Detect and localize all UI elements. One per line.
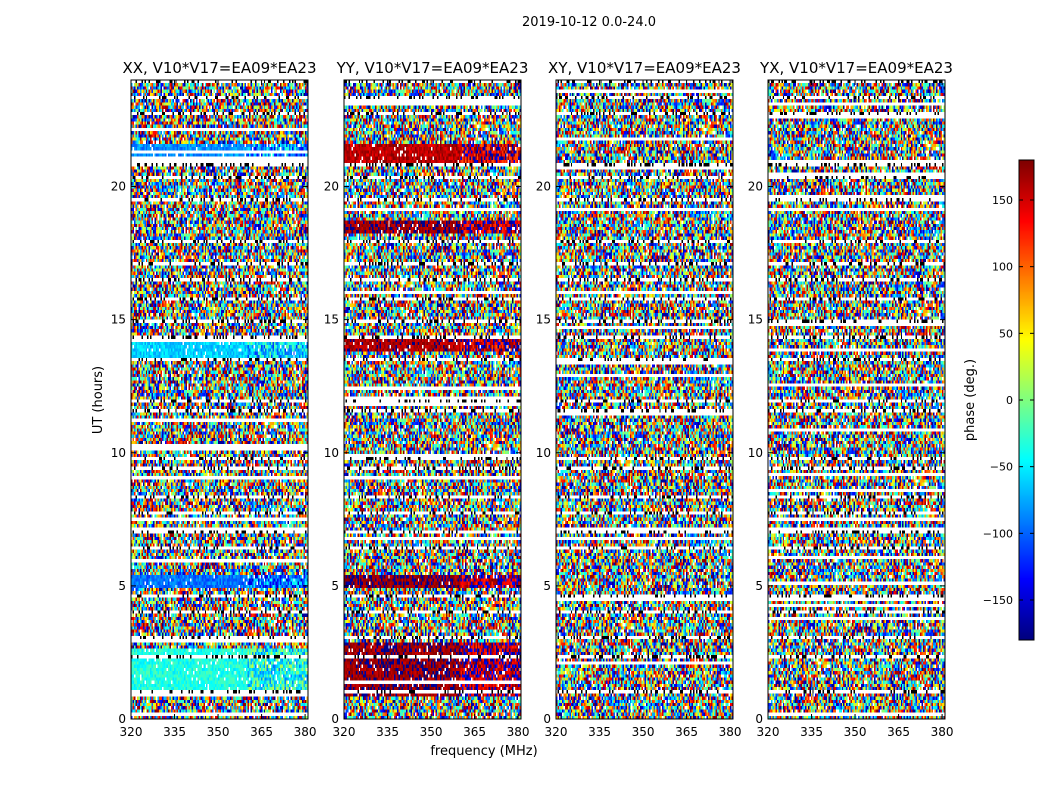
y-tick-label: 10 bbox=[536, 446, 551, 460]
colorbar: −150 −100 −50 0 50 100 150 bbox=[983, 159, 1035, 641]
heatmap-cells bbox=[131, 80, 308, 719]
x-tick-label: 365 bbox=[887, 725, 910, 739]
axes-frame bbox=[555, 79, 734, 720]
y-axis-label: UT (hours) bbox=[91, 366, 106, 434]
y-tick-label: 0 bbox=[543, 712, 551, 726]
x-tick-label: 380 bbox=[294, 725, 317, 739]
colorbar-label: phase (deg.) bbox=[963, 359, 978, 441]
colorbar-tick-label: 100 bbox=[992, 261, 1013, 274]
x-tick-label: 365 bbox=[675, 725, 698, 739]
x-tick-label: 335 bbox=[163, 725, 186, 739]
y-tick-label: 0 bbox=[755, 712, 763, 726]
y-tick-label: 20 bbox=[536, 180, 551, 194]
x-tick-label: 380 bbox=[931, 725, 954, 739]
heatmap-cells bbox=[556, 80, 733, 719]
y-tick-label: 0 bbox=[118, 712, 126, 726]
axes-frame bbox=[767, 79, 946, 720]
y-tick-label: 15 bbox=[536, 313, 551, 327]
heatmap-cells bbox=[768, 80, 945, 719]
panel-title: YY, V10*V17=EA09*EA23 bbox=[336, 59, 529, 77]
colorbar-tick-label: −50 bbox=[990, 461, 1013, 474]
colorbar-tick-label: 150 bbox=[992, 194, 1013, 207]
y-tick-label: 10 bbox=[111, 446, 126, 460]
y-tick-label: 15 bbox=[324, 313, 339, 327]
y-tick-label: 5 bbox=[755, 579, 763, 593]
x-tick-label: 380 bbox=[719, 725, 742, 739]
x-tick-label: 320 bbox=[333, 725, 356, 739]
x-tick-label: 380 bbox=[507, 725, 530, 739]
x-axis-label: frequency (MHz) bbox=[430, 744, 537, 759]
panels-group: XX, V10*V17=EA09*EA23 320 335 350 365 380 0 5 10… bbox=[111, 59, 954, 739]
heatmap-cells bbox=[344, 80, 521, 719]
panel-title: XX, V10*V17=EA09*EA23 bbox=[122, 59, 316, 77]
colorbar-tick-label: −100 bbox=[983, 527, 1013, 540]
colorbar-gradient bbox=[1019, 160, 1034, 640]
x-tick-label: 335 bbox=[376, 725, 399, 739]
panel-1: YY, V10*V17=EA09*EA23 320 335 350 365 380 0 5 10… bbox=[324, 59, 530, 739]
x-tick-label: 350 bbox=[207, 725, 230, 739]
panel-3: YX, V10*V17=EA09*EA23 320 335 350 365 380 0 5 10… bbox=[748, 59, 954, 739]
x-tick-label: 320 bbox=[120, 725, 143, 739]
x-tick-label: 320 bbox=[545, 725, 568, 739]
colorbar-tick-label: 0 bbox=[1006, 394, 1013, 407]
y-tick-label: 5 bbox=[543, 579, 551, 593]
axes-frame bbox=[343, 79, 522, 720]
y-tick-label: 5 bbox=[331, 579, 339, 593]
x-tick-label: 350 bbox=[844, 725, 867, 739]
x-tick-label: 350 bbox=[632, 725, 655, 739]
y-tick-label: 15 bbox=[748, 313, 763, 327]
x-tick-label: 365 bbox=[463, 725, 486, 739]
axes-frame bbox=[130, 79, 309, 720]
y-tick-label: 20 bbox=[111, 180, 126, 194]
y-tick-label: 10 bbox=[748, 446, 763, 460]
x-tick-label: 335 bbox=[588, 725, 611, 739]
panel-title: XY, V10*V17=EA09*EA23 bbox=[548, 59, 741, 77]
x-tick-label: 365 bbox=[250, 725, 273, 739]
y-tick-label: 10 bbox=[324, 446, 339, 460]
panel-0: XX, V10*V17=EA09*EA23 320 335 350 365 380 0 5 10… bbox=[111, 59, 317, 739]
y-tick-label: 20 bbox=[324, 180, 339, 194]
y-tick-label: 20 bbox=[748, 180, 763, 194]
colorbar-tick-label: 50 bbox=[999, 327, 1013, 340]
y-tick-label: 5 bbox=[118, 579, 126, 593]
y-tick-label: 15 bbox=[111, 313, 126, 327]
x-tick-label: 350 bbox=[420, 725, 443, 739]
suptitle: 2019-10-12 0.0-24.0 bbox=[522, 15, 656, 30]
panel-2: XY, V10*V17=EA09*EA23 320 335 350 365 380 0 5 10… bbox=[536, 59, 742, 739]
colorbar-tick-label: −150 bbox=[983, 594, 1013, 607]
y-tick-label: 0 bbox=[331, 712, 339, 726]
x-tick-label: 335 bbox=[800, 725, 823, 739]
panel-title: YX, V10*V17=EA09*EA23 bbox=[759, 59, 953, 77]
x-tick-label: 320 bbox=[757, 725, 780, 739]
